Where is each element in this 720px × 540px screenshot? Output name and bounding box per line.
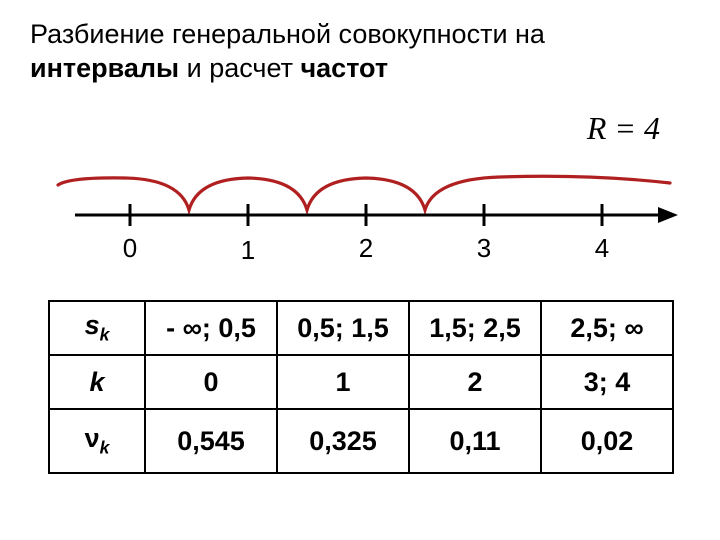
- cell-vk-0: 0,545: [145, 409, 277, 473]
- title-bold1: интервалы: [30, 53, 179, 83]
- tick-label-4: 4: [595, 233, 609, 263]
- cell-sk-2: 1,5; 2,5: [409, 301, 541, 355]
- title-bold2: частот: [300, 53, 388, 83]
- table-row-vk: νk 0,545 0,325 0,11 0,02: [49, 409, 673, 473]
- table-row-sk: sk - ∞; 0,5 0,5; 1,5 1,5; 2,5 2,5; ∞: [49, 301, 673, 355]
- axis-arrowhead: [658, 207, 678, 223]
- tick-label-0: 0: [123, 233, 137, 263]
- tick-label-2: 2: [359, 233, 373, 263]
- tick-label-1: 1: [241, 235, 255, 265]
- cell-k-1: 1: [277, 355, 409, 409]
- number-line-diagram: 0 1 2 3 4: [30, 155, 690, 275]
- cell-sk-1: 0,5; 1,5: [277, 301, 409, 355]
- cell-sk-0: - ∞; 0,5: [145, 301, 277, 355]
- r-equals-value: R = 4: [587, 110, 660, 147]
- cell-sk-3: 2,5; ∞: [541, 301, 673, 355]
- title-mid: и расчет: [179, 53, 300, 83]
- slide: Разбиение генеральной совокупности на ин…: [0, 0, 720, 540]
- table-row-k: k 0 1 2 3; 4: [49, 355, 673, 409]
- cell-vk-3: 0,02: [541, 409, 673, 473]
- tick-label-3: 3: [477, 233, 491, 263]
- row-label-vk: νk: [49, 409, 145, 473]
- title-line1: Разбиение генеральной совокупности на: [30, 19, 545, 49]
- cell-k-0: 0: [145, 355, 277, 409]
- interval-arcs: [58, 176, 670, 210]
- cell-k-3: 3; 4: [541, 355, 673, 409]
- cell-vk-2: 0,11: [409, 409, 541, 473]
- slide-title: Разбиение генеральной совокупности на ин…: [30, 18, 670, 86]
- frequency-table: sk - ∞; 0,5 0,5; 1,5 1,5; 2,5 2,5; ∞ k 0…: [48, 300, 674, 474]
- row-label-k: k: [49, 355, 145, 409]
- row-label-sk: sk: [49, 301, 145, 355]
- cell-k-2: 2: [409, 355, 541, 409]
- cell-vk-1: 0,325: [277, 409, 409, 473]
